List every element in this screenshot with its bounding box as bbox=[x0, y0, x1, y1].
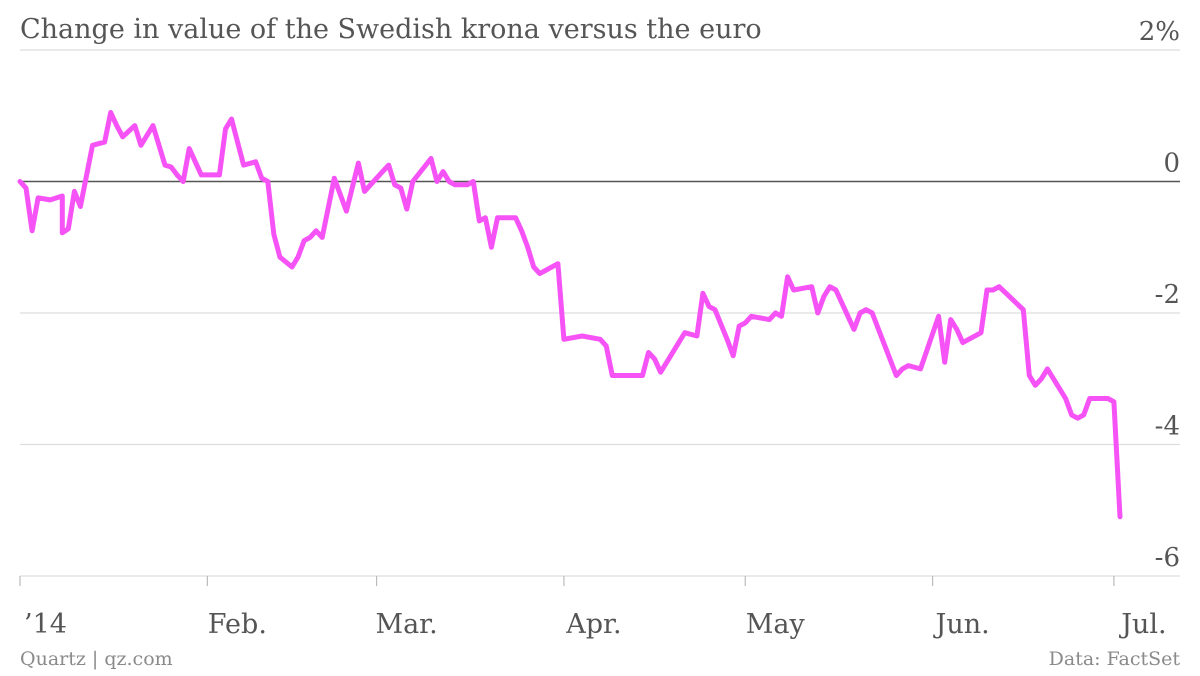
x-tick-label: Jul. bbox=[1118, 609, 1166, 640]
chart-title: Change in value of the Swedish krona ver… bbox=[20, 14, 762, 45]
source-credit: Quartz | qz.com bbox=[20, 648, 173, 670]
x-tick-label: Apr. bbox=[565, 609, 621, 640]
series-layer bbox=[17, 110, 1123, 520]
x-tick-label: May bbox=[746, 609, 806, 640]
gridlines bbox=[19, 49, 1180, 586]
x-tick-label: Feb. bbox=[208, 609, 267, 640]
y-tick-label: -4 bbox=[1155, 412, 1180, 442]
series-line bbox=[17, 110, 1123, 520]
y-axis-labels: 2% 0 -2 -4 -6 bbox=[1139, 17, 1180, 573]
data-source: Data: FactSet bbox=[1048, 648, 1180, 670]
x-axis-labels: ’14 Feb. Mar. Apr. May Jun. Jul. bbox=[24, 609, 1167, 640]
x-tick-label: Mar. bbox=[375, 609, 437, 640]
x-tick-label: Jun. bbox=[933, 609, 990, 640]
y-tick-label: -2 bbox=[1155, 280, 1180, 310]
x-tick-label: ’14 bbox=[24, 609, 67, 640]
line-chart: 2% 0 -2 -4 -6 ’14 Feb. Mar. Apr. May Jun. Jul. bbox=[17, 17, 1180, 640]
y-tick-label: -6 bbox=[1155, 543, 1180, 573]
y-tick-label: 0 bbox=[1163, 149, 1180, 179]
y-tick-label: 2% bbox=[1139, 17, 1180, 47]
